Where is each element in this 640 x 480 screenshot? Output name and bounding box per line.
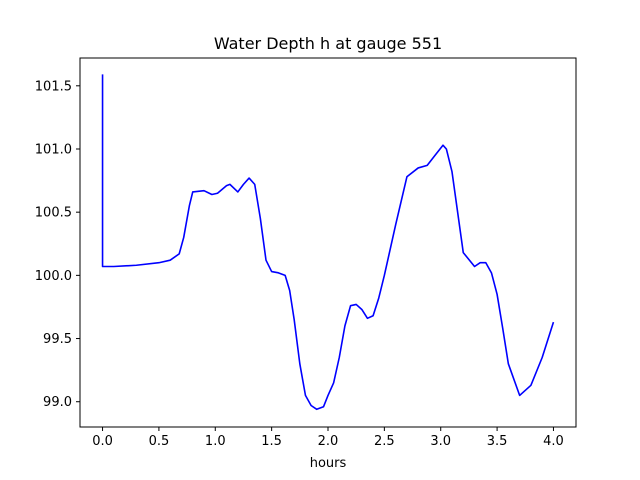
series-line-0 bbox=[101, 74, 555, 411]
x-tick-label: 2.0 bbox=[318, 434, 339, 449]
x-tick-label: 0.5 bbox=[149, 434, 170, 449]
x-tick-label: 0.0 bbox=[92, 434, 113, 449]
plot-area bbox=[79, 57, 577, 428]
x-tick-label: 2.5 bbox=[374, 434, 395, 449]
y-tick-label: 99.5 bbox=[43, 332, 72, 347]
x-axis-ticks: 0.0 0.5 1.0 1.5 2.0 2.5 3.0 3.5 4.0 bbox=[92, 427, 564, 449]
y-tick-label: 100.5 bbox=[35, 206, 72, 221]
x-tick-label: 4.0 bbox=[543, 434, 564, 449]
x-tick-label: 1.0 bbox=[205, 434, 226, 449]
y-axis-ticks: 99.0 99.5 100.0 100.5 101.0 101.5 bbox=[35, 79, 80, 410]
x-tick-label: 1.5 bbox=[261, 434, 282, 449]
y-tick-label: 101.0 bbox=[35, 142, 72, 157]
x-axis-label: hours bbox=[310, 456, 347, 471]
chart-title: Water Depth h at gauge 551 bbox=[214, 34, 442, 53]
x-tick-label: 3.0 bbox=[430, 434, 451, 449]
y-tick-label: 100.0 bbox=[35, 269, 72, 284]
y-tick-label: 99.0 bbox=[43, 395, 72, 410]
x-tick-label: 3.5 bbox=[487, 434, 508, 449]
axes-frame bbox=[79, 57, 577, 428]
y-tick-label: 101.5 bbox=[35, 79, 72, 94]
